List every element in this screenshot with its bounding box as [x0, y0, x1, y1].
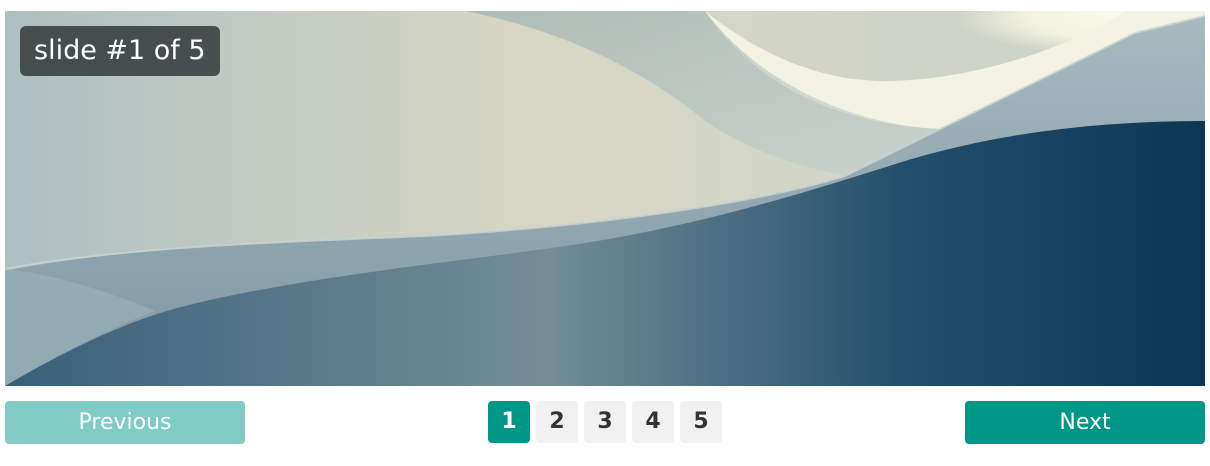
next-button[interactable]: Next [965, 401, 1205, 444]
slide-caption: slide #1 of 5 [20, 26, 220, 76]
page-button-1[interactable]: 1 [488, 401, 530, 443]
page-button-2[interactable]: 2 [536, 401, 578, 443]
slide-image [5, 11, 1205, 386]
page-button-4[interactable]: 4 [632, 401, 674, 443]
pagination: 1 2 3 4 5 [488, 401, 722, 443]
previous-button[interactable]: Previous [5, 401, 245, 444]
page-button-5[interactable]: 5 [680, 401, 722, 443]
page-button-3[interactable]: 3 [584, 401, 626, 443]
